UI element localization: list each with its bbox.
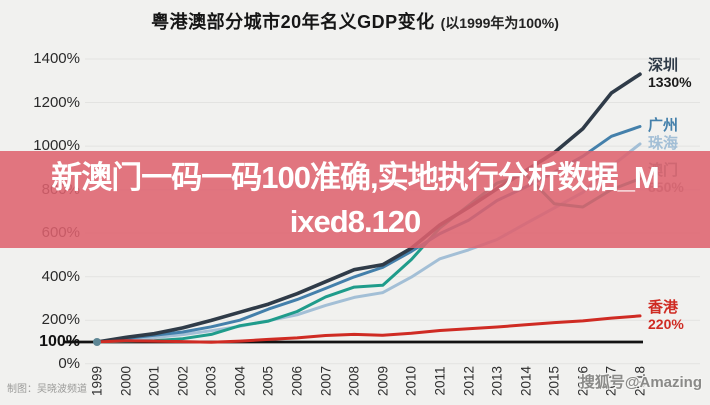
x-axis-label-2011: 2011 bbox=[432, 366, 448, 396]
x-axis-label-2003: 2003 bbox=[203, 365, 219, 397]
y-axis-label-1000: 1000% bbox=[33, 137, 80, 154]
x-axis-label-2007: 2007 bbox=[318, 365, 334, 397]
y-axis-label-0: 0% bbox=[58, 355, 80, 372]
overlay-text-line1: 新澳门一码一码100准确,实地执行分析数据_M bbox=[51, 159, 659, 195]
page-title: 粤港澳部分城市20年名义GDP变化 (以1999年为100%) bbox=[0, 8, 710, 34]
x-axis-label-2001: 2001 bbox=[146, 365, 162, 397]
y-axis-label-1400: 1400% bbox=[33, 50, 80, 67]
overlay-banner: 新澳门一码一码100准确,实地执行分析数据_M ixed8.120 bbox=[0, 151, 710, 248]
series-endlabel-深圳: 深圳 1330% bbox=[648, 57, 710, 91]
series-endlabel-香港: 香港 220% bbox=[648, 299, 710, 333]
x-axis-label-2009: 2009 bbox=[375, 365, 391, 397]
x-axis-label-2000: 2000 bbox=[118, 365, 134, 397]
y-axis-label-1200: 1200% bbox=[33, 94, 80, 111]
watermark-sohu: 搜狐号@Amazing bbox=[579, 374, 702, 391]
x-axis-label-2014: 2014 bbox=[518, 365, 534, 397]
series-endlabel-广州: 广州 bbox=[648, 117, 710, 134]
x-axis-label-2006: 2006 bbox=[289, 365, 305, 397]
series-label-香港: 香港 bbox=[648, 299, 679, 316]
x-axis-label-2015: 2015 bbox=[546, 365, 562, 397]
series-value-深圳: 1330% bbox=[648, 74, 692, 90]
x-axis-label-2004: 2004 bbox=[232, 365, 248, 397]
chart-title-note: (以1999年为100%) bbox=[440, 15, 559, 31]
y-axis-label-400: 400% bbox=[41, 268, 80, 285]
series-value-香港: 220% bbox=[648, 316, 684, 332]
x-axis-label-1999: 1999 bbox=[89, 365, 105, 397]
series-label-珠海: 珠海 bbox=[648, 135, 679, 152]
x-axis-label-2010: 2010 bbox=[403, 365, 419, 397]
x-axis-label-2005: 2005 bbox=[260, 365, 276, 397]
x-axis-label-2013: 2013 bbox=[489, 365, 505, 397]
x-axis-label-2012: 2012 bbox=[461, 365, 477, 397]
credit-source: 制图：吴晓波频道 bbox=[7, 384, 87, 395]
series-label-深圳: 深圳 bbox=[648, 57, 679, 74]
series-label-广州: 广州 bbox=[648, 117, 679, 134]
series-line-香港 bbox=[95, 314, 642, 344]
chart-title: 粤港澳部分城市20年名义GDP变化 bbox=[151, 12, 435, 32]
overlay-text-line2: ixed8.120 bbox=[289, 203, 422, 239]
y-axis-label-100: 100% bbox=[39, 333, 80, 350]
series-endlabel-珠海: 珠海 bbox=[648, 135, 710, 152]
x-axis-label-2002: 2002 bbox=[175, 365, 191, 397]
x-axis-label-2008: 2008 bbox=[346, 365, 362, 397]
start-point-dot bbox=[93, 338, 101, 346]
y-axis-label-200: 200% bbox=[41, 311, 80, 328]
